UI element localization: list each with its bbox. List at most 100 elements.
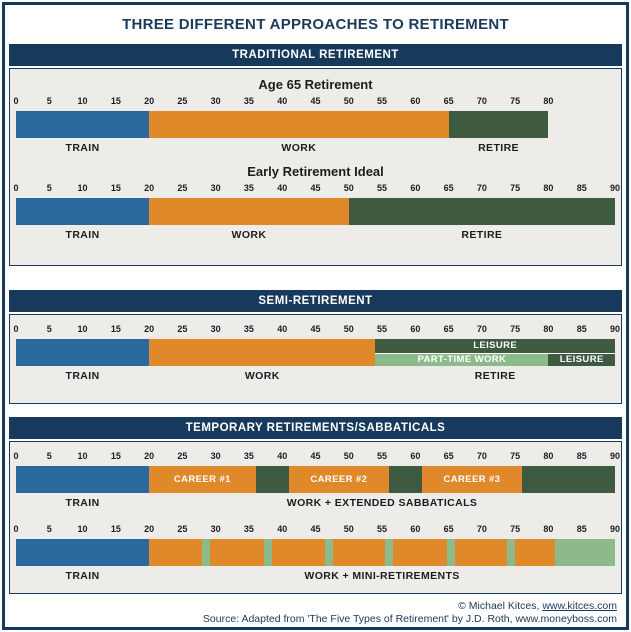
segment-work — [149, 111, 449, 138]
segment-retire — [521, 466, 615, 493]
segment-sabbatical — [255, 466, 289, 493]
axis-tick-label: 45 — [310, 96, 321, 106]
axis-tick-label: 50 — [343, 524, 354, 534]
segment-retire-part-time-work: PART-TIME WORK — [375, 352, 549, 366]
phase-label-work: WORK — [244, 370, 280, 382]
segment-mini-retirement — [263, 539, 272, 566]
timeline-bar: CAREER #1 CAREER #2 CAREER #3 — [16, 466, 615, 493]
timeline-scaled-area: 0 5 10 15 20 25 30 35 40 45 50 55 60 65 70 75 80 85 90 CARE… — [13, 451, 620, 511]
timeline-track: 0 5 10 15 20 25 30 35 40 45 50 55 60 65 70 75 80 85 90 LEIS… — [13, 324, 620, 384]
section-temporary-retirements-sabbaticals: TEMPORARY RETIREMENTS/SABBATICALS 0 5 10 15 2… — [9, 417, 622, 594]
section-header: TEMPORARY RETIREMENTS/SABBATICALS — [9, 417, 622, 439]
timeline-track: 0 5 10 15 20 25 30 35 40 45 50 55 60 65 70 75 80 85 90 TRAI… — [13, 183, 620, 243]
timeline-bar — [16, 539, 615, 566]
axis-tick-label: 65 — [443, 524, 454, 534]
axis-tick-label: 90 — [609, 451, 621, 461]
axis-tick-label: 60 — [410, 451, 421, 461]
segment-train — [16, 539, 150, 566]
phase-label-train: TRAIN — [65, 142, 100, 154]
axis-tick-label: 25 — [177, 524, 188, 534]
axis-tick-label: 60 — [410, 183, 421, 193]
axis-tick-label: 5 — [46, 96, 52, 106]
axis-tick-label: 5 — [46, 524, 52, 534]
timeline-bar — [16, 198, 615, 225]
axis-tick-label: 50 — [343, 451, 354, 461]
axis-tick-label: 15 — [110, 324, 121, 334]
segment-train — [16, 466, 150, 493]
sections-container: TRADITIONAL RETIREMENT Age 65 Retirement 0… — [5, 44, 626, 594]
phase-label-work-mini-retirements: WORK + MINI-RETIREMENTS — [304, 570, 460, 582]
axis-tick-label: 60 — [410, 324, 421, 334]
axis-tick-label: 0 — [13, 183, 19, 193]
segment-retire — [448, 111, 549, 138]
axis-tick-label: 25 — [177, 451, 188, 461]
phase-label-retire: RETIRE — [474, 370, 516, 382]
axis-tick-label: 30 — [210, 324, 221, 334]
axis-tick-label: 90 — [609, 524, 621, 534]
axis-tick-label: 20 — [144, 451, 155, 461]
axis-tick-label: 55 — [377, 183, 388, 193]
segment-work — [515, 539, 556, 566]
segment-retire — [555, 539, 615, 566]
axis-tick-label: 70 — [476, 183, 487, 193]
phase-label-work: WORK — [281, 142, 317, 154]
axis-tick-label: 85 — [576, 451, 587, 461]
axis-tick-label: 80 — [543, 183, 554, 193]
axis-tick-label: 35 — [243, 183, 254, 193]
age-axis: 0 5 10 15 20 25 30 35 40 45 50 55 60 65 70 75 80 — [13, 96, 553, 109]
axis-tick-label: 60 — [410, 524, 421, 534]
section-header: SEMI-RETIREMENT — [9, 290, 622, 312]
section-semi-retirement: SEMI-RETIREMENT 0 5 10 15 20 25 30 35 40 45 50 55 60 6… — [9, 290, 622, 404]
segment-work — [393, 539, 447, 566]
page-title: THREE DIFFERENT APPROACHES TO RETIREMENT — [121, 16, 510, 33]
axis-tick-label: 45 — [310, 524, 321, 534]
copyright-line: © Michael Kitces, www.kitces.com — [5, 600, 617, 613]
axis-tick-label: 25 — [177, 324, 188, 334]
segment-train — [16, 111, 150, 138]
timeline-title: Age 65 Retirement — [258, 77, 373, 92]
axis-tick-label: 0 — [13, 96, 19, 106]
axis-tick-label: 30 — [210, 451, 221, 461]
segment-work — [332, 539, 386, 566]
age-axis: 0 5 10 15 20 25 30 35 40 45 50 55 60 65 70 75 80 85 90 — [13, 451, 620, 464]
axis-tick-label: 10 — [77, 524, 88, 534]
axis-tick-label: 40 — [277, 524, 288, 534]
phase-labels-row: TRAIN WORK RETIRE — [16, 370, 615, 384]
axis-tick-label: 15 — [110, 451, 121, 461]
segment-work — [149, 198, 349, 225]
segment-work — [454, 539, 508, 566]
axis-tick-label: 40 — [277, 451, 288, 461]
segment-work: CAREER #2 — [288, 466, 389, 493]
section-header: TRADITIONAL RETIREMENT — [9, 44, 622, 66]
axis-tick-label: 45 — [310, 183, 321, 193]
segment-mini-retirement — [385, 539, 394, 566]
axis-tick-label: 45 — [310, 324, 321, 334]
axis-tick-label: 5 — [46, 183, 52, 193]
axis-tick-label: 30 — [210, 524, 221, 534]
timeline-semi-retirement-1: 0 5 10 15 20 25 30 35 40 45 50 55 60 65 70 75 80 85 90 LEIS… — [13, 324, 620, 384]
axis-tick-label: 80 — [543, 324, 554, 334]
axis-tick-label: 10 — [77, 96, 88, 106]
segment-work — [149, 539, 203, 566]
segment-train — [16, 198, 150, 225]
axis-tick-label: 45 — [310, 451, 321, 461]
axis-tick-label: 15 — [110, 183, 121, 193]
kitces-link[interactable]: www.kitces.com — [542, 600, 617, 612]
axis-tick-label: 40 — [277, 183, 288, 193]
axis-tick-label: 0 — [13, 451, 19, 461]
axis-tick-label: 75 — [510, 524, 521, 534]
axis-tick-label: 65 — [443, 451, 454, 461]
axis-tick-label: 50 — [343, 324, 354, 334]
segment-mini-retirement — [507, 539, 516, 566]
axis-tick-label: 20 — [144, 96, 155, 106]
axis-tick-label: 5 — [46, 451, 52, 461]
timeline-temporary-retirements-sabbaticals-2: 0 5 10 15 20 25 30 35 40 45 50 55 60 65 70 75 80 85 90 TRAI… — [13, 524, 620, 584]
axis-tick-label: 35 — [243, 96, 254, 106]
timeline-scaled-area: 0 5 10 15 20 25 30 35 40 45 50 55 60 65 70 75 80 85 90 TRAI… — [13, 183, 620, 243]
axis-tick-label: 5 — [46, 324, 52, 334]
axis-tick-label: 30 — [210, 183, 221, 193]
timeline-bar: LEISURE PART-TIME WORK LEISURE — [16, 339, 615, 366]
segment-work — [271, 539, 325, 566]
axis-tick-label: 70 — [476, 96, 487, 106]
